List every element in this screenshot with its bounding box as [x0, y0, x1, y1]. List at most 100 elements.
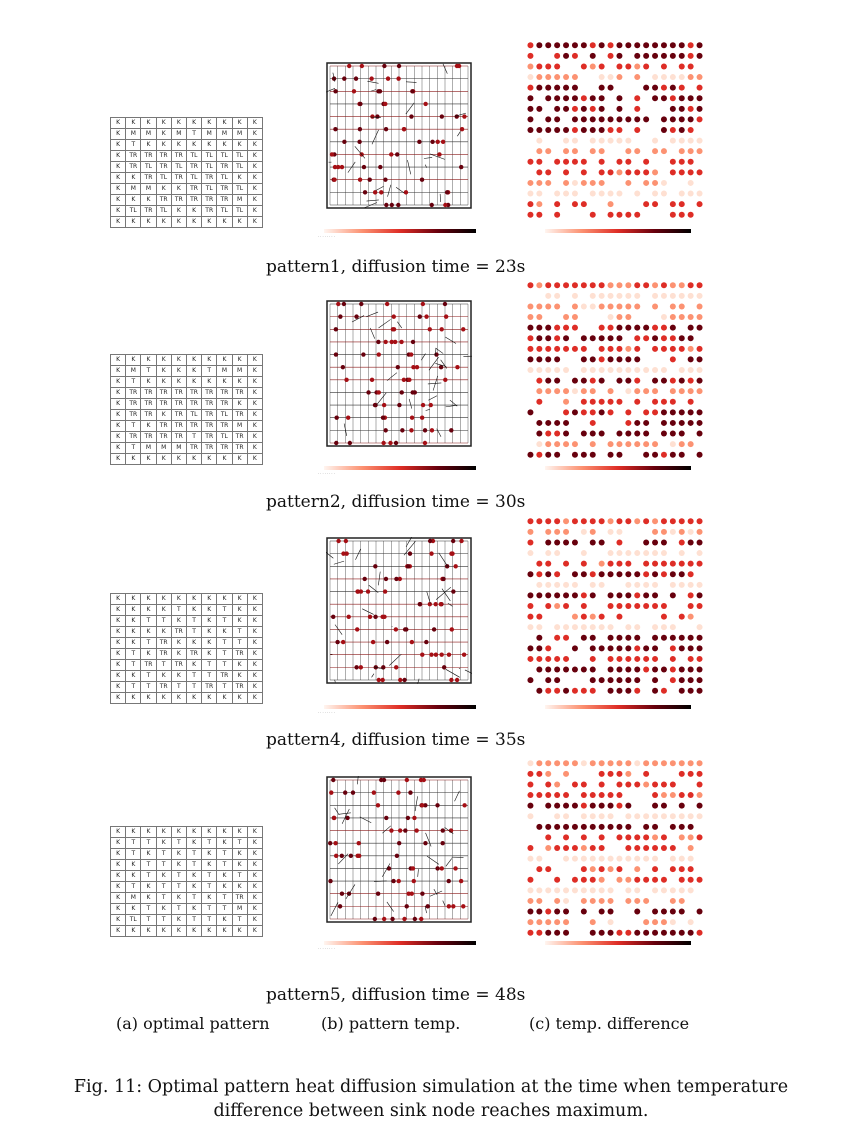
diff-dot [527, 571, 534, 578]
diff-dot [607, 592, 614, 599]
diff-dot [669, 282, 676, 289]
diff-dot [536, 571, 543, 578]
diff-dot [652, 560, 659, 567]
diff-dot [554, 624, 561, 631]
diff-dot [598, 148, 605, 155]
grid-cell: TR [170, 398, 187, 410]
diff-dot [563, 388, 570, 395]
diff-dot [678, 84, 685, 91]
diff-dot [669, 887, 676, 894]
diff-dot [696, 282, 703, 289]
grid-cell: K [155, 139, 172, 151]
plot-link [445, 336, 457, 344]
plot-node [341, 301, 347, 307]
diff-dot [696, 624, 703, 631]
diff-dot [643, 367, 650, 373]
grid-row: K M K T K T K T TR K [109, 892, 263, 904]
grid-cell: K [216, 881, 233, 893]
diff-dot [589, 929, 596, 936]
diff-dot [678, 292, 685, 299]
grid-cell: K [109, 903, 127, 915]
diff-dot [660, 409, 667, 416]
plot-node [333, 126, 338, 132]
diff-dot [554, 95, 561, 102]
diff-dot [696, 634, 703, 641]
grid-cell: M [216, 365, 233, 377]
plot-node [399, 390, 404, 395]
diff-dot [598, 335, 605, 342]
plot-link [454, 112, 467, 117]
diff-dot [607, 518, 614, 525]
plot-node [338, 314, 343, 319]
grid-cell: K [155, 354, 172, 366]
diff-dot [563, 897, 570, 904]
diff-dot [616, 802, 623, 809]
grid-cell: K [201, 376, 218, 388]
diff-dot [554, 282, 561, 289]
diff-dot [625, 137, 632, 144]
diff-dot [563, 624, 570, 631]
plot-node [410, 89, 415, 94]
diff-dot [687, 211, 694, 218]
plot-node [435, 803, 440, 808]
diff-dot [678, 802, 685, 809]
diff-dot [696, 560, 703, 567]
grid-cell: K [155, 903, 172, 915]
grid-cell: T [216, 859, 233, 871]
plot-node [423, 803, 428, 808]
plot-node [382, 614, 387, 620]
diff-dot [616, 451, 623, 458]
diff-dot [571, 823, 578, 830]
diff-dot [554, 802, 561, 809]
diff-dot [607, 634, 614, 641]
plot-node [459, 164, 464, 170]
diff-dot [669, 571, 676, 578]
diff-dot [687, 571, 694, 578]
grid-cell: K [246, 903, 263, 915]
diff-dot [634, 645, 641, 652]
diff-dot [652, 201, 659, 208]
diff-dot [669, 560, 676, 567]
grid-cell: K [201, 692, 218, 704]
grid-cell: TR [170, 409, 187, 421]
plot-node [332, 815, 337, 821]
diff-dot [607, 897, 614, 904]
plot-node [456, 63, 462, 69]
diff-dot [536, 666, 543, 673]
diff-dot [669, 866, 676, 873]
grid-cell: T [170, 881, 187, 893]
diff-dot [678, 137, 685, 144]
grid-cell: K [246, 387, 263, 399]
plot-node [347, 63, 352, 69]
figure-caption-line2: difference between sink node reaches max… [213, 1101, 649, 1121]
plot-node [393, 627, 399, 632]
grid-cell: M [231, 194, 248, 206]
grid-cell: K [125, 593, 142, 605]
diff-dot [625, 282, 632, 289]
diff-dot [616, 190, 623, 197]
diff-dot [580, 897, 587, 904]
grid-cell: TL [216, 409, 233, 421]
plot-link [445, 669, 460, 678]
diff-dot [527, 813, 534, 820]
diff-dot [545, 179, 552, 186]
plot-node [333, 89, 338, 94]
grid-cell: K [170, 670, 187, 682]
diff-dot [625, 897, 632, 904]
diff-dot [563, 581, 570, 588]
plot-node [409, 114, 414, 119]
diff-dot [634, 42, 641, 49]
diff-dot [545, 345, 552, 352]
diff-dot [563, 127, 570, 133]
diff-dot [652, 190, 659, 197]
diff-dot [554, 105, 561, 112]
plot-node [376, 677, 381, 683]
grid-cell: TL [201, 183, 218, 195]
grid-cell: T [201, 881, 218, 893]
diff-dot [625, 560, 632, 567]
diff-dot [678, 441, 685, 448]
plot-link [367, 80, 379, 84]
grid-cell: K [170, 376, 187, 388]
diff-dot [625, 760, 632, 767]
